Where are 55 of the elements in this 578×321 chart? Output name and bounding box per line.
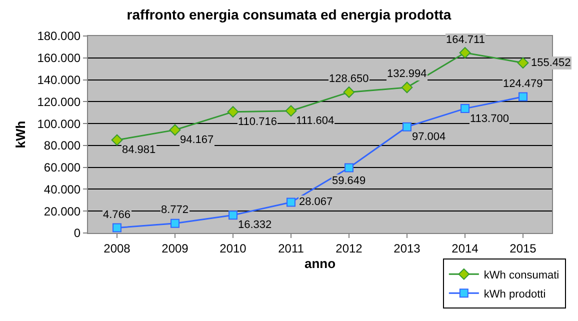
data-label: 132.994 [387,68,427,80]
data-label: 16.332 [238,219,272,231]
point [518,92,528,102]
x-axis-title: anno [304,256,336,271]
point [112,223,122,232]
y-tick-label: 120.000 [37,94,81,109]
chart-title: raffronto energia consumata ed energia prodotta [126,6,452,22]
point [517,57,529,69]
x-tick-label: 2014 [452,241,479,256]
y-tick-label: 60.000 [44,160,81,175]
y-tick-label: 80.000 [44,138,81,153]
data-label: 28.067 [299,196,333,208]
legend-label: kWh consumati [484,269,560,282]
y-tick-label: 100.000 [37,116,81,131]
data-label: 110.716 [238,116,277,128]
point [401,82,413,94]
point [111,134,123,146]
data-label: 84.981 [122,144,156,156]
data-label: 97.004 [412,131,446,143]
y-tick-label: 40.000 [44,182,81,196]
data-label: 59.649 [332,175,366,187]
point [402,122,412,132]
y-tick-label: 0 [74,226,81,240]
point [169,124,181,136]
point [227,106,239,118]
x-tick-label: 2012 [336,241,363,256]
x-tick-label: 2015 [510,241,537,256]
data-label: 128.650 [329,73,369,85]
data-label: 113.700 [470,113,509,125]
point [344,163,354,172]
y-tick-label: 160.000 [37,51,81,66]
data-label: 164.711 [446,34,485,46]
x-tick-label: 2009 [162,241,189,256]
x-tick-label: 2008 [104,241,131,256]
data-label: 4.766 [103,209,131,221]
point [170,218,180,228]
data-label: 94.167 [180,134,214,146]
data-label: 124.479 [503,78,543,90]
data-label: 155.452 [531,57,571,69]
data-label: 111.604 [296,115,334,127]
point [286,198,296,207]
data-label: 8.772 [161,204,189,216]
x-tick-label: 2010 [220,241,247,256]
x-tick-label: 2011 [278,241,304,256]
y-tick-label: 140.000 [37,72,81,87]
x-tick-label: 2013 [394,241,421,256]
point [459,47,471,58]
y-axis-title: kWh [13,120,28,148]
point [460,104,470,114]
point [285,105,297,117]
legend-label: kWh prodotti [484,288,546,300]
y-tick-label: 20.000 [44,204,81,218]
point [343,86,355,98]
y-tick-label: 180.000 [37,29,81,44]
point [228,210,238,220]
